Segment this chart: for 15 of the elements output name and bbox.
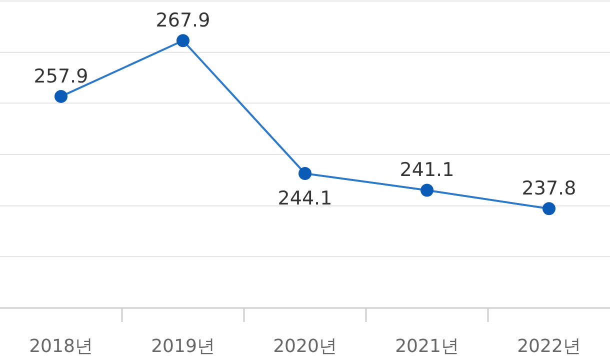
x-tick-label: 2020년 [273, 336, 337, 357]
data-label: 244.1 [278, 187, 332, 210]
data-label: 241.1 [400, 159, 454, 182]
point [298, 166, 312, 180]
point [54, 90, 68, 103]
x-tick-label: 2018년 [29, 336, 93, 357]
point [542, 202, 556, 216]
point [420, 184, 434, 197]
x-tick-label: 2022년 [517, 336, 581, 357]
data-label: 257.9 [34, 65, 88, 88]
point [176, 34, 190, 48]
x-tick-label: 2021년 [395, 336, 459, 357]
x-tick-label: 2019년 [151, 336, 215, 357]
data-label: 267.9 [156, 10, 210, 32]
data-label: 237.8 [522, 178, 576, 200]
